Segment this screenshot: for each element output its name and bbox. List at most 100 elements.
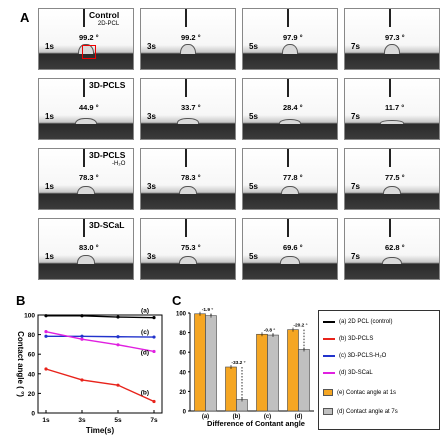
legend-label: (d) Contact angle at 7s <box>337 408 398 415</box>
droplet-tile: 5s 77.8 ° <box>242 148 338 210</box>
needle <box>185 149 187 167</box>
angle-label: 97.9 ° <box>283 33 303 42</box>
time-label: 5s <box>249 42 258 51</box>
legend-swatch <box>323 389 333 396</box>
droplet <box>382 185 402 194</box>
data-point <box>80 314 84 318</box>
needle <box>389 149 391 167</box>
data-point <box>44 314 48 318</box>
x-axis-title: Time(s) <box>86 426 115 435</box>
row-label: Control 2D-PCL <box>89 10 120 28</box>
droplet-tile: 1s 83.0 ° 3D-SCaL <box>38 218 134 280</box>
difference-label: -20.2 ° <box>293 323 307 329</box>
droplet <box>76 185 96 194</box>
time-label: 7s <box>351 182 360 191</box>
bar <box>287 329 299 412</box>
angle-label: 83.0 ° <box>79 243 99 252</box>
angle-label: 62.8 ° <box>385 243 405 252</box>
droplet-tile: 5s 97.9 ° <box>242 8 338 70</box>
legend-item: (d) Contact angle at 7s <box>323 408 398 415</box>
row-sublabel: -H₂O <box>112 161 126 167</box>
y-tick-label: 100 <box>176 312 187 318</box>
y-tick-label: 100 <box>24 313 35 320</box>
data-point <box>152 399 156 404</box>
needle <box>287 149 289 167</box>
x-tick-label: (a) <box>202 414 209 420</box>
needle <box>287 79 289 97</box>
time-label: 3s <box>147 182 156 191</box>
needle <box>389 9 391 27</box>
chart-legend: (a) 2D PCL (control) (b) 3D-PCLS (c) 3D-PC… <box>318 310 440 430</box>
data-point <box>116 343 120 347</box>
legend-swatch <box>323 321 335 323</box>
time-label: 7s <box>351 42 360 51</box>
angle-label: 99.2 ° <box>181 33 201 42</box>
series-label: (c) <box>141 329 149 336</box>
legend-swatch <box>323 338 335 340</box>
legend-label: (c) 3D-PCLS-H₂O <box>339 353 387 359</box>
time-label: 1s <box>45 182 54 191</box>
x-axis-title: Difference of Contant angle <box>207 419 305 428</box>
angle-label: 77.5 ° <box>385 173 405 182</box>
x-tick-label: 1s <box>42 417 50 424</box>
bar <box>298 349 310 412</box>
needle <box>287 219 289 237</box>
needle <box>287 9 289 27</box>
difference-label: -0.8 ° <box>264 327 276 333</box>
legend-item: (e) Contac angle at 1s <box>323 389 396 396</box>
bar <box>267 334 279 412</box>
x-tick-label: (c) <box>264 414 271 420</box>
legend-item: (d) 3D-SCaL <box>323 370 373 376</box>
row-sublabel: 2D-PCL <box>97 21 120 27</box>
droplet <box>280 185 300 194</box>
data-point <box>116 315 120 319</box>
time-label: 1s <box>45 112 54 121</box>
droplet-tile: 7s 62.8 ° <box>344 218 440 280</box>
time-label: 5s <box>249 252 258 261</box>
droplet-tile: 5s 28.4 ° <box>242 78 338 140</box>
needle <box>83 219 85 237</box>
data-point <box>152 335 156 339</box>
time-label: 3s <box>147 252 156 261</box>
droplet-tile: 5s 69.6 ° <box>242 218 338 280</box>
time-label: 7s <box>351 112 360 121</box>
needle <box>83 9 85 27</box>
y-tick-label: 40 <box>179 370 186 376</box>
angle-label: 11.7 ° <box>385 103 405 112</box>
droplet <box>77 44 95 54</box>
legend-swatch <box>323 372 335 374</box>
droplet-tile: 3s 75.3 ° <box>140 218 236 280</box>
needle <box>83 79 85 97</box>
legend-label: (b) 3D-PCLS <box>339 336 374 342</box>
series-label: (b) <box>141 390 149 397</box>
series-line <box>45 330 155 353</box>
data-point <box>152 349 156 354</box>
data-point <box>44 330 48 334</box>
data-point <box>116 383 120 387</box>
legend-item: (a) 2D PCL (control) <box>323 319 392 325</box>
legend-item: (b) 3D-PCLS <box>323 336 373 342</box>
droplet <box>176 118 200 124</box>
droplet <box>75 117 97 124</box>
data-point <box>80 378 84 382</box>
droplet-image-grid: 1s 99.2 ° Control 2D-PCL 3s 99.2 ° 5s 97.9 ° 7s 9… <box>38 8 440 286</box>
difference-label: -1.9 ° <box>202 307 214 313</box>
data-point <box>80 334 84 338</box>
time-label: 1s <box>45 42 54 51</box>
droplet-tile: 1s 78.3 ° 3D-PCLS -H₂O <box>38 148 134 210</box>
angle-label: 69.6 ° <box>283 243 303 252</box>
droplet-tile: 3s 99.2 ° <box>140 8 236 70</box>
bar <box>194 313 206 412</box>
droplet-tile: 1s 99.2 ° Control 2D-PCL <box>38 8 134 70</box>
bar <box>256 333 268 412</box>
angle-label: 99.2 ° <box>79 33 99 42</box>
difference-label: -33.2 ° <box>231 360 245 366</box>
droplet <box>281 44 299 54</box>
highlight-box <box>82 45 96 59</box>
y-tick-label: 20 <box>28 391 36 398</box>
time-label: 1s <box>45 252 54 261</box>
time-label: 5s <box>249 182 258 191</box>
series-label: (d) <box>141 349 149 356</box>
droplet <box>383 44 401 54</box>
droplet-tile: 3s 78.3 ° <box>140 148 236 210</box>
